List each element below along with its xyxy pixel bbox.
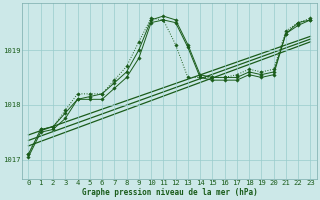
X-axis label: Graphe pression niveau de la mer (hPa): Graphe pression niveau de la mer (hPa) [82, 188, 257, 197]
